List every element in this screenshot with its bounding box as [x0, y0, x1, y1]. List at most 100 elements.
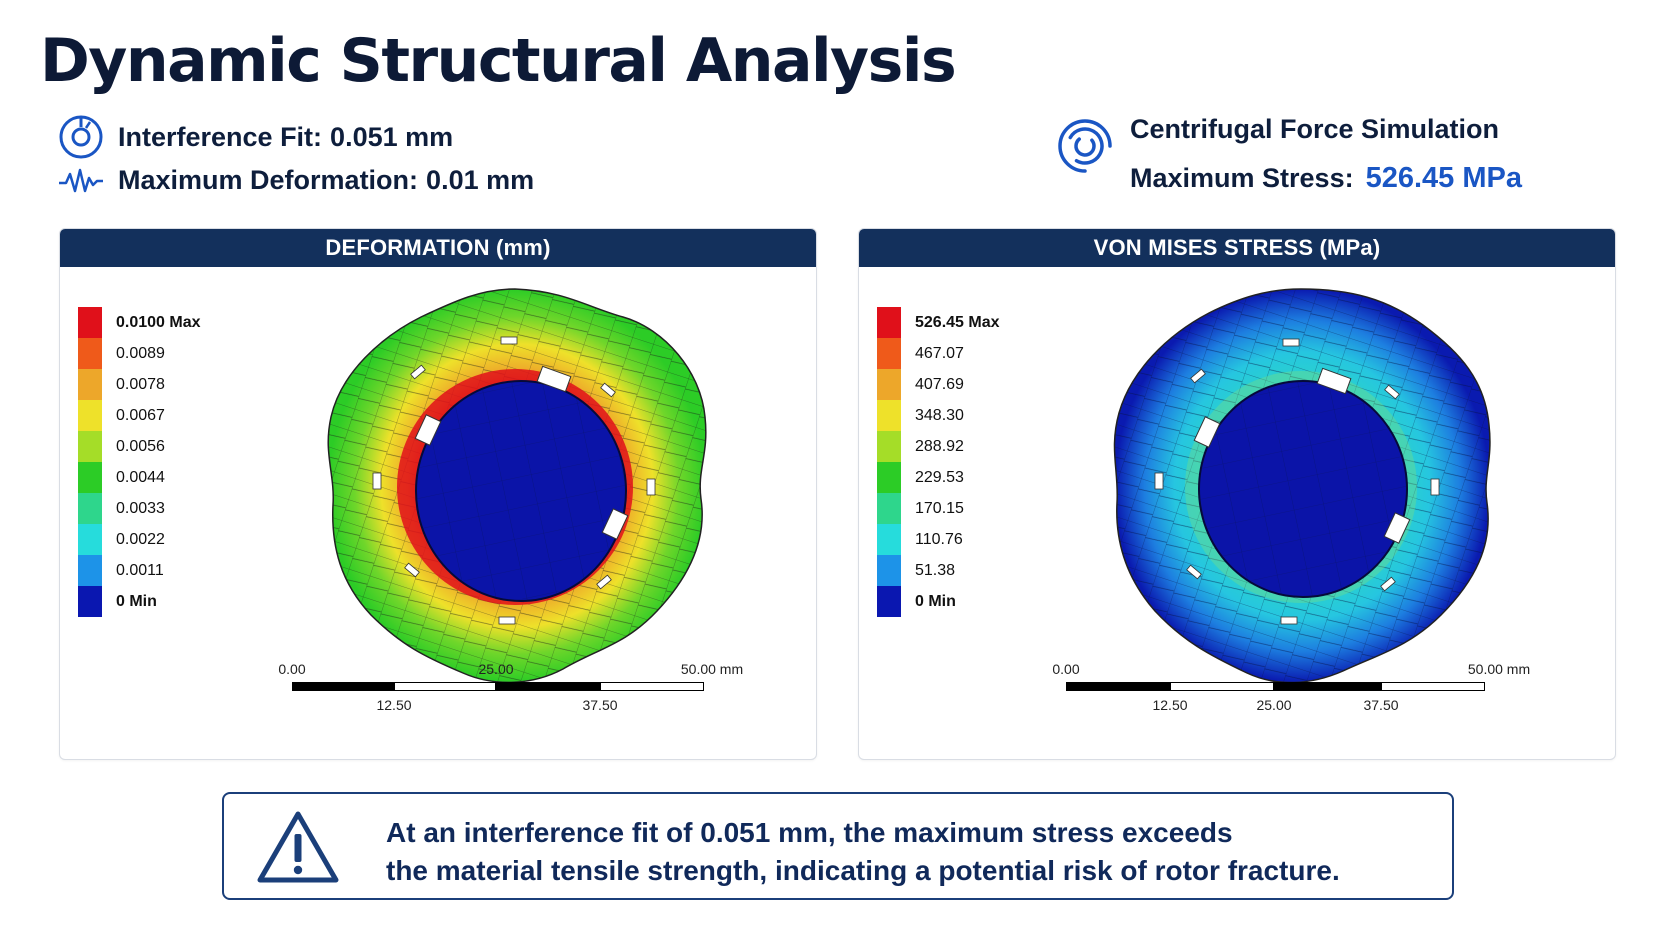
stress-contour-plot — [1113, 288, 1491, 684]
scale-segment — [394, 682, 496, 691]
legend-item: 288.92 — [877, 431, 1037, 463]
legend-swatch — [877, 493, 901, 524]
deformation-contour-plot — [327, 288, 707, 684]
legend-swatch — [78, 431, 102, 462]
legend-item: 0.0011 — [78, 555, 238, 587]
max-stress-label: Maximum Stress: — [1130, 163, 1354, 193]
legend-label: 526.45 Max — [915, 314, 1000, 331]
max-deformation-value: 0.01 mm — [426, 165, 535, 195]
legend-item: 0.0100 Max — [78, 307, 238, 339]
spiral-vortex-icon — [1058, 119, 1112, 173]
target-ring-icon — [59, 115, 103, 159]
legend-swatch — [877, 462, 901, 493]
scale-segment — [1274, 682, 1381, 691]
legend-label: 0.0100 Max — [116, 314, 201, 331]
scale-label: 12.50 — [1152, 697, 1188, 713]
legend-label: 170.15 — [915, 500, 964, 517]
legend-item: 110.76 — [877, 524, 1037, 556]
interference-fit-row: Interference Fit: 0.051 mm — [58, 114, 453, 160]
page-title: Dynamic Structural Analysis — [40, 26, 957, 96]
legend-label: 288.92 — [915, 438, 964, 455]
legend-label: 51.38 — [915, 562, 956, 579]
legend-label: 0.0089 — [116, 345, 165, 362]
warning-line: At an interference fit of 0.051 mm, the … — [386, 817, 1233, 848]
scale-label: 37.50 — [582, 697, 618, 713]
legend-item: 526.45 Max — [877, 307, 1037, 339]
warning-callout: At an interference fit of 0.051 mm, the … — [222, 792, 1454, 900]
stress-panel-header: VON MISES STRESS (MPa) — [859, 229, 1615, 267]
legend-item: 407.69 — [877, 369, 1037, 401]
scale-segment — [600, 682, 704, 691]
legend-label: 0.0044 — [116, 469, 165, 486]
legend-swatch — [78, 338, 102, 369]
legend-item: 0 Min — [78, 586, 238, 618]
legend-label: 467.07 — [915, 345, 964, 362]
scale-segment — [1170, 682, 1274, 691]
legend-swatch — [877, 369, 901, 400]
warning-line: the material tensile strength, indicatin… — [386, 855, 1340, 886]
legend-item: 51.38 — [877, 555, 1037, 587]
scale-label: 25.00 — [1256, 697, 1292, 713]
legend-item: 0 Min — [877, 586, 1037, 618]
legend-item: 229.53 — [877, 462, 1037, 494]
scale-label: 0.00 — [278, 661, 306, 677]
scale-segment — [496, 682, 600, 691]
legend-swatch — [78, 524, 102, 555]
centrifugal-simulation-row: Centrifugal Force Simulation — [1130, 114, 1499, 145]
max-deformation-label: Maximum Deformation: — [118, 165, 419, 195]
scale-label: 50.00 mm — [680, 661, 744, 677]
scale-label: 50.00 mm — [1467, 661, 1531, 677]
legend-label: 110.76 — [915, 531, 963, 548]
legend-label: 0.0011 — [116, 562, 164, 579]
legend-swatch — [78, 462, 102, 493]
legend-label: 407.69 — [915, 376, 964, 393]
legend-swatch — [877, 307, 901, 338]
scale-label: 0.00 — [1052, 661, 1080, 677]
legend-swatch — [78, 555, 102, 586]
legend-item: 0.0056 — [78, 431, 238, 463]
legend-label: 348.30 — [915, 407, 964, 424]
scale-segment — [1381, 682, 1485, 691]
legend-swatch — [78, 400, 102, 431]
max-stress-row: Maximum Stress: 526.45 MPa — [1130, 162, 1522, 195]
legend-label: 0 Min — [116, 593, 157, 610]
legend-swatch — [78, 586, 102, 617]
legend-swatch — [877, 586, 901, 617]
legend-label: 229.53 — [915, 469, 964, 486]
legend-swatch — [78, 307, 102, 338]
legend-item: 0.0089 — [78, 338, 238, 370]
legend-item: 0.0044 — [78, 462, 238, 494]
warning-triangle-icon — [257, 811, 339, 883]
legend-label: 0.0033 — [116, 500, 165, 517]
legend-swatch — [78, 493, 102, 524]
scale-segment — [1066, 682, 1170, 691]
scale-label: 25.00 — [478, 661, 514, 677]
waveform-icon — [59, 168, 103, 192]
legend-label: 0.0056 — [116, 438, 165, 455]
legend-swatch — [877, 524, 901, 555]
deformation-panel: DEFORMATION (mm) 0.0100 Max 0.0089 0.007… — [59, 228, 817, 760]
legend-label: 0.0078 — [116, 376, 165, 393]
max-stress-value: 526.45 MPa — [1365, 162, 1522, 194]
legend-label: 0.0022 — [116, 531, 165, 548]
scale-segment — [292, 682, 394, 691]
legend-label: 0.0067 — [116, 407, 165, 424]
legend-item: 0.0033 — [78, 493, 238, 525]
legend-swatch — [877, 431, 901, 462]
max-deformation-row: Maximum Deformation: 0.01 mm — [58, 165, 534, 196]
deformation-panel-header: DEFORMATION (mm) — [60, 229, 816, 267]
legend-item: 467.07 — [877, 338, 1037, 370]
legend-item: 170.15 — [877, 493, 1037, 525]
legend-item: 0.0078 — [78, 369, 238, 401]
scale-label: 12.50 — [376, 697, 412, 713]
legend-label: 0 Min — [915, 593, 956, 610]
legend-swatch — [877, 555, 901, 586]
stress-panel: VON MISES STRESS (MPa) 526.45 Max 467.07… — [858, 228, 1616, 760]
warning-message: At an interference fit of 0.051 mm, the … — [386, 814, 1340, 890]
legend-swatch — [877, 338, 901, 369]
scale-label: 37.50 — [1363, 697, 1399, 713]
legend-swatch — [78, 369, 102, 400]
interference-fit-value: 0.051 mm — [330, 121, 454, 152]
legend-swatch — [877, 400, 901, 431]
legend-item: 0.0067 — [78, 400, 238, 432]
